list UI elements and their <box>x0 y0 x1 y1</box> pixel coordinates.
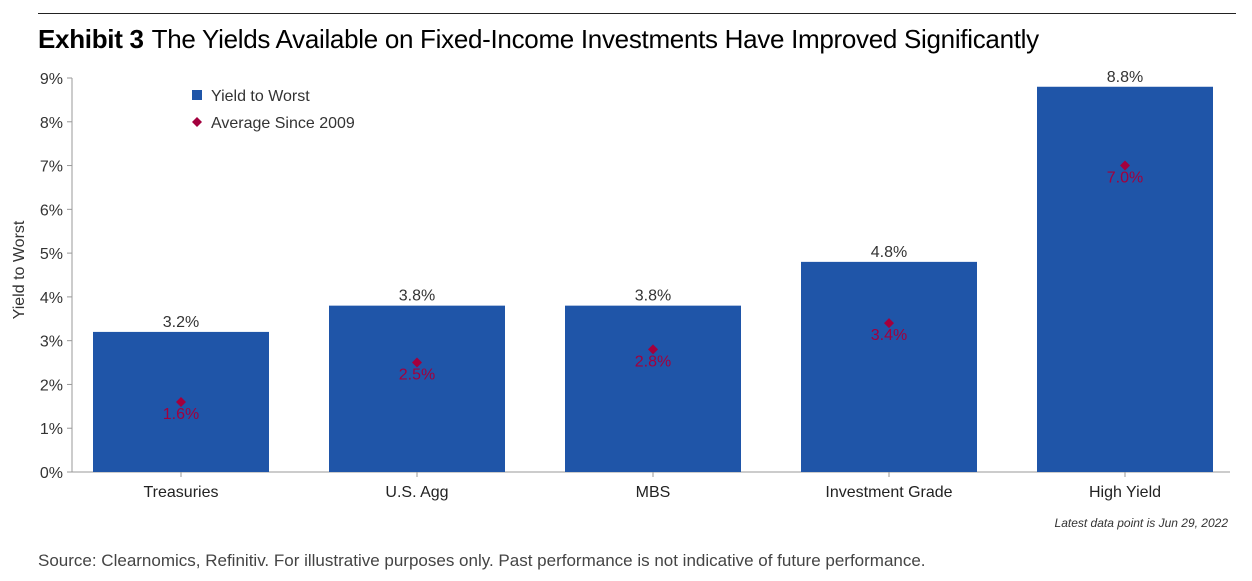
exhibit-label: Exhibit 3 <box>38 24 144 54</box>
bar <box>801 261 977 472</box>
y-tick-label: 4% <box>40 290 63 307</box>
y-tick-label: 9% <box>40 71 63 88</box>
legend: Yield to Worst Average Since 2009 <box>192 88 355 132</box>
y-tick-label: 2% <box>40 377 63 394</box>
category-label: U.S. Agg <box>385 484 448 501</box>
category-label: Investment Grade <box>825 484 952 501</box>
y-axis: 0% 1% 2% 3% 4% 5% 6% 7% 8% 9% <box>40 71 1230 482</box>
y-tick-label: 5% <box>40 246 63 263</box>
legend-label-average-since-2009: Average Since 2009 <box>211 115 355 132</box>
average-marker <box>412 357 422 368</box>
average-marker <box>648 344 658 355</box>
category-label: High Yield <box>1089 484 1161 501</box>
average-marker <box>176 396 186 407</box>
average-value-label: 7.0% <box>1107 170 1143 187</box>
bar <box>565 305 741 472</box>
legend-label-yield-to-worst: Yield to Worst <box>211 88 310 105</box>
average-markers: 1.6% 2.5% 2.8% 3.4% 7.0% <box>163 160 1143 423</box>
bars: 3.2% 3.8% 3.8% 4.8% 8.8% <box>93 69 1213 472</box>
y-tick-label: 6% <box>40 202 63 219</box>
legend-swatch-average-since-2009 <box>192 117 202 127</box>
source-note: Source: Clearnomics, Refinitiv. For illu… <box>38 551 926 570</box>
y-tick-label: 7% <box>40 159 63 176</box>
footnote: Latest data point is Jun 29, 2022 <box>1054 516 1228 530</box>
category-labels: Treasuries U.S. Agg MBS Investment Grade Hig… <box>144 472 1161 501</box>
chart-title: Exhibit 3 The Yields Available on Fixed-I… <box>38 24 1039 55</box>
bar-value-label: 8.8% <box>1107 69 1143 86</box>
y-tick-label: 3% <box>40 334 63 351</box>
y-axis-label: Yield to Worst <box>11 220 28 319</box>
title-text: The Yields Available on Fixed-Income Inv… <box>151 24 1039 54</box>
average-value-label: 2.8% <box>635 353 671 370</box>
average-marker <box>884 318 894 329</box>
y-tick-label: 8% <box>40 115 63 132</box>
bar-value-label: 4.8% <box>871 244 907 261</box>
average-marker <box>1120 160 1130 171</box>
average-value-label: 2.5% <box>399 367 435 384</box>
bar <box>1037 86 1213 472</box>
bar-value-label: 3.8% <box>399 288 435 305</box>
category-label: Treasuries <box>144 484 219 501</box>
y-tick-label: 1% <box>40 421 63 438</box>
bar-value-label: 3.2% <box>163 314 199 331</box>
top-rule <box>38 13 1236 14</box>
legend-swatch-yield-to-worst <box>192 90 202 100</box>
bar <box>329 305 505 472</box>
bar-value-label: 3.8% <box>635 288 671 305</box>
y-tick-label: 0% <box>40 465 63 482</box>
average-value-label: 3.4% <box>871 327 907 344</box>
category-label: MBS <box>636 484 671 501</box>
average-value-label: 1.6% <box>163 406 199 423</box>
